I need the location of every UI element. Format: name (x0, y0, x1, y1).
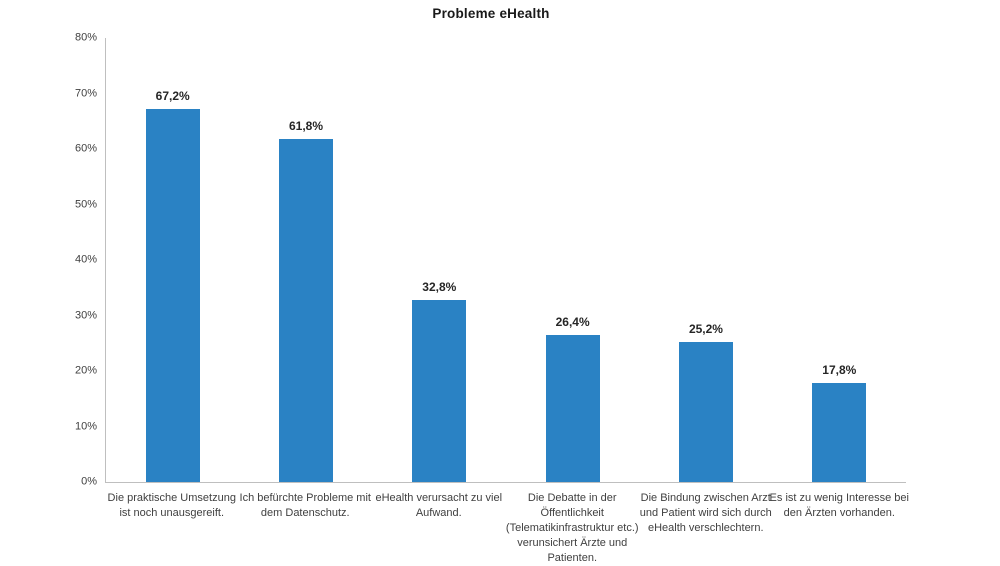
bar-value-label: 26,4% (555, 315, 590, 330)
bar (678, 342, 733, 482)
bar-value-label: 17,8% (822, 363, 857, 378)
x-axis-category-label: Die Bindung zwischen Arzt und Patient wi… (639, 492, 772, 534)
bar-value-label: 25,2% (688, 322, 723, 337)
bar-value-label: 67,2% (155, 89, 190, 104)
bar (278, 139, 333, 482)
y-axis-tick-label: 20% (74, 364, 97, 377)
bar (812, 383, 867, 482)
bar-slot: 17,8% (773, 38, 906, 482)
plot-area: 0% 10% 20% 30% 40% 50% 60% 70% 80% 67,2% 61,8% 32,… (75, 32, 906, 487)
x-axis-category-label: Die Debatte in der Öffentlichkeit (Telem… (505, 492, 639, 564)
bar (545, 335, 600, 482)
bar-slot: 32,8% (373, 38, 506, 482)
bar-value-label: 61,8% (288, 119, 323, 134)
y-axis-tick-label: 60% (74, 142, 97, 155)
y-axis-tick-label: 70% (74, 87, 97, 99)
bar-value-label: 32,8% (422, 279, 457, 294)
bar (145, 109, 200, 482)
y-axis-tick-label: 80% (74, 31, 97, 44)
bars-container: 67,2% 61,8% 32,8% 26,4% 25,2% 17,8% (106, 38, 906, 482)
y-axis-tick-label: 50% (74, 198, 97, 210)
x-axis-category-label: Es ist zu wenig Interesse bei den Ärzten… (769, 492, 909, 519)
chart-title: Probleme eHealth (432, 6, 550, 21)
bar-slot: 26,4% (506, 38, 639, 482)
x-axis-category-label: Die praktische Umsetzung ist noch unausg… (107, 492, 236, 519)
y-axis-tick-label: 10% (74, 420, 97, 432)
bar-slot: 61,8% (239, 38, 372, 482)
bar-slot: 25,2% (639, 38, 772, 482)
x-axis-category-label: eHealth verursacht zu viel Aufwand. (375, 492, 503, 519)
bar (412, 299, 467, 482)
y-axis-tick-label: 0% (81, 475, 97, 488)
bar-slot: 67,2% (106, 38, 239, 482)
y-axis-tick-label: 40% (74, 253, 97, 266)
x-axis-category-label: Ich befürchte Probleme mit dem Datenschu… (239, 492, 371, 519)
y-axis-tick-label: 30% (74, 309, 97, 321)
